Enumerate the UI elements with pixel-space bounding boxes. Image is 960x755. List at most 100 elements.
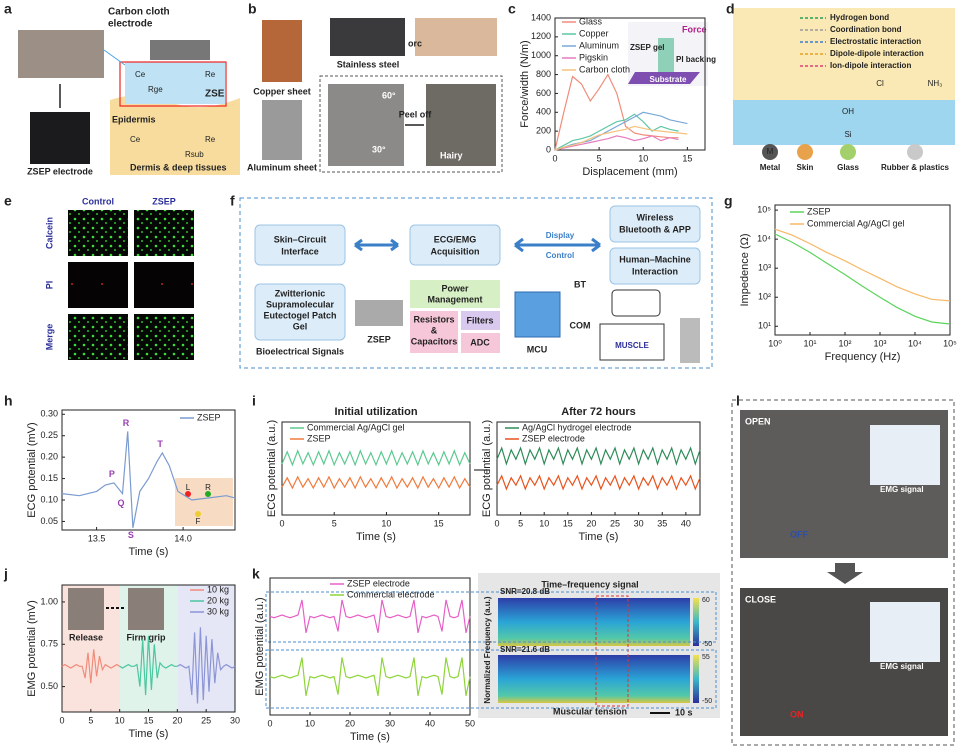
group-label: OH bbox=[842, 107, 854, 116]
arrow-label: Display bbox=[546, 231, 575, 240]
label: Peel off bbox=[399, 109, 433, 119]
box bbox=[410, 311, 458, 353]
y-axis-label: EMG potential (mV) bbox=[26, 600, 38, 697]
colorbar bbox=[693, 655, 699, 703]
x-axis-label: Time (s) bbox=[579, 531, 619, 543]
panel-label: f bbox=[230, 193, 235, 209]
legend-label: ZSEP electrode bbox=[347, 578, 410, 588]
panel-label: i bbox=[252, 393, 256, 409]
y-tick-label: 10¹ bbox=[758, 321, 771, 331]
box-label: Bioelectrical Signals bbox=[256, 346, 344, 356]
x-tick-label: 0 bbox=[267, 718, 272, 728]
y-tick-label: 400 bbox=[536, 107, 551, 117]
series-line bbox=[554, 125, 688, 151]
panel-label: b bbox=[248, 1, 257, 17]
series-line bbox=[176, 627, 236, 704]
box bbox=[254, 224, 346, 266]
box bbox=[461, 333, 500, 353]
box-label: Eutectogel Patch bbox=[263, 310, 336, 320]
caption: Aluminum sheet bbox=[247, 162, 317, 172]
label: Substrate bbox=[650, 75, 687, 84]
label: 60° bbox=[382, 90, 396, 100]
series-line bbox=[281, 449, 471, 467]
dashed-box bbox=[239, 197, 713, 369]
label: OPEN bbox=[745, 416, 771, 426]
series-line bbox=[774, 233, 951, 325]
box bbox=[254, 283, 346, 341]
y-tick-label: 600 bbox=[536, 88, 551, 98]
photo bbox=[262, 20, 302, 82]
panel-label: a bbox=[4, 1, 12, 17]
group-label: Si bbox=[844, 130, 851, 139]
photo bbox=[330, 18, 405, 56]
x-axis-label: Time (s) bbox=[129, 546, 169, 558]
y-tick-label: 0 bbox=[546, 144, 551, 154]
screen bbox=[870, 425, 940, 485]
electrode bbox=[195, 511, 201, 517]
monitor bbox=[599, 323, 665, 361]
y-tick-label: 10³ bbox=[758, 263, 771, 273]
box bbox=[409, 224, 501, 266]
x-axis-label: Time (s) bbox=[356, 531, 396, 543]
y-axis-label: Force/width (N/m) bbox=[519, 40, 531, 127]
column-label: ZSEP bbox=[152, 196, 176, 206]
y-tick-label: 1400 bbox=[531, 12, 551, 22]
label: EMG signal bbox=[880, 662, 924, 671]
series-line bbox=[554, 73, 679, 151]
label: MUSCLE bbox=[615, 341, 649, 350]
y-axis-label: EMG potential (a.u.) bbox=[254, 597, 266, 695]
torso bbox=[175, 478, 233, 526]
x-tick-label: 30 bbox=[230, 715, 240, 725]
series-line bbox=[554, 135, 679, 151]
substrate bbox=[628, 72, 700, 84]
icon bbox=[907, 144, 923, 160]
chart-title: After 72 hours bbox=[561, 406, 636, 418]
series-line bbox=[496, 474, 701, 491]
electrode bbox=[205, 491, 211, 497]
box bbox=[410, 280, 500, 308]
y-tick-label: 0.10 bbox=[40, 494, 58, 504]
box-label: Wireless bbox=[637, 212, 674, 222]
legend-label: ZSEP electrode bbox=[522, 433, 585, 443]
circuit-label: Ce bbox=[135, 70, 146, 79]
dashed-box bbox=[731, 399, 955, 746]
x-tick-label: 10⁴ bbox=[908, 338, 922, 348]
y-tick-label: 800 bbox=[536, 69, 551, 79]
caption: Copper sheet bbox=[253, 86, 311, 96]
photo bbox=[328, 84, 404, 166]
box bbox=[461, 311, 500, 330]
gel bbox=[125, 62, 225, 104]
box-label: & bbox=[431, 325, 438, 335]
box-label: Management bbox=[427, 294, 482, 304]
box-label: Acquisition bbox=[431, 246, 480, 256]
legend-label: Ag/AgCl hydrogel electrode bbox=[522, 422, 632, 432]
x-tick-label: 15 bbox=[682, 153, 692, 163]
group-label: Cl bbox=[876, 79, 884, 88]
label: Muscular tension bbox=[553, 706, 627, 716]
x-tick-label: 14.0 bbox=[174, 533, 192, 543]
box-label: ECG/EMG bbox=[434, 234, 477, 244]
x-tick-label: 40 bbox=[681, 518, 691, 528]
legend-label: 10 kg bbox=[207, 584, 229, 594]
legend-label: Carbon cloth bbox=[579, 64, 630, 74]
photo bbox=[262, 100, 302, 160]
x-tick-label: 5 bbox=[518, 518, 523, 528]
caption: Firm grip bbox=[126, 632, 166, 642]
photo bbox=[68, 588, 104, 630]
label: ZSEP gel bbox=[630, 43, 665, 52]
dashed-box bbox=[265, 591, 717, 643]
label: CLOSE bbox=[745, 594, 776, 604]
x-tick-label: 10⁰ bbox=[768, 338, 782, 348]
label: electrode bbox=[108, 19, 153, 30]
series-line bbox=[774, 228, 951, 302]
box-label: ADC bbox=[470, 337, 490, 347]
legend-label: ZSEP bbox=[307, 433, 331, 443]
phone bbox=[611, 289, 661, 317]
label: PI backing bbox=[676, 55, 716, 64]
x-tick-label: 10³ bbox=[873, 338, 886, 348]
legend-label: 20 kg bbox=[207, 595, 229, 605]
x-tick-label: 10 bbox=[539, 518, 549, 528]
arrow-label: Control bbox=[546, 251, 574, 260]
surface-label: Metal bbox=[760, 163, 780, 172]
